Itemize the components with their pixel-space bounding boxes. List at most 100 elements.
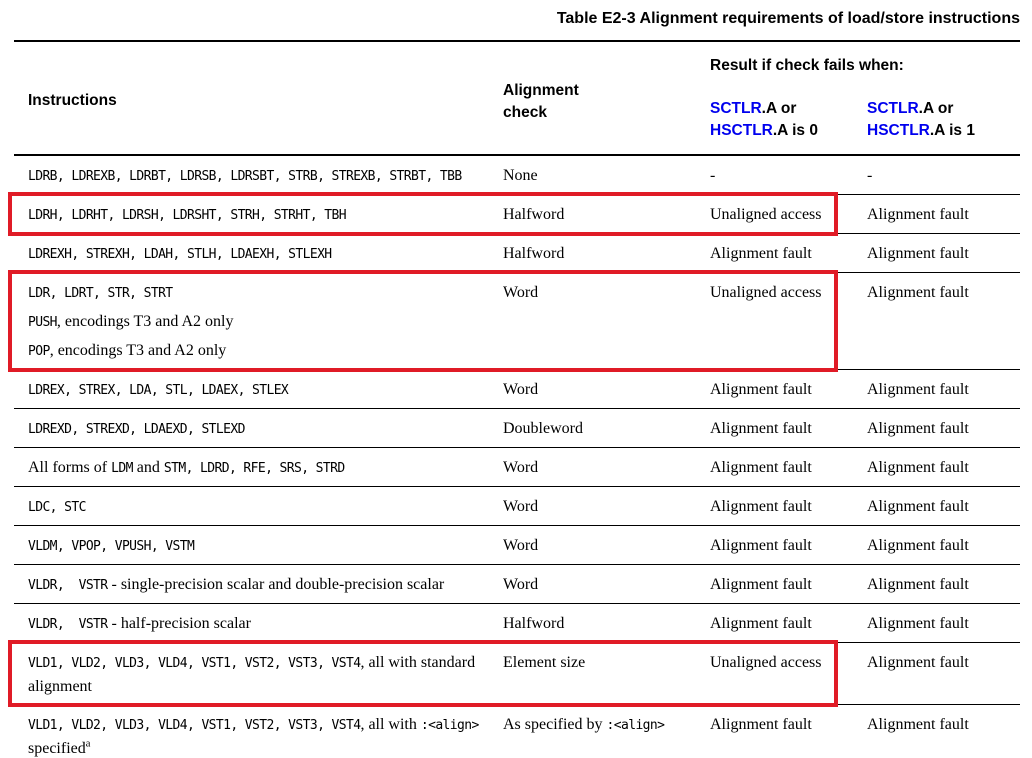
text-line: LDRH, LDRHT, LDRSH, LDRSHT, STRH, STRHT,… [28, 203, 495, 227]
instruction-mnemonic: VLD1, VLD2, VLD3, VLD4, VST1, VST2, VST3… [28, 656, 361, 671]
register-name: SCTLR [710, 100, 762, 117]
register-name: HSCTLR [867, 122, 930, 139]
text-line: VLDR, VSTR - half-precision scalar [28, 612, 495, 636]
result-a1-cell: Alignment fault [867, 459, 969, 476]
result-a1-cell: Alignment fault [867, 576, 969, 593]
text-line: VLDR, VSTR - single-precision scalar and… [28, 573, 495, 597]
table-title: Table E2-3 Alignment requirements of loa… [556, 10, 1020, 27]
text-line: LDREXH, STREXH, LDAH, STLH, LDAEXH, STLE… [28, 242, 495, 266]
result-a0-cell: Alignment fault [710, 537, 812, 554]
instructions-cell: VLDR, VSTR - half-precision scalar [14, 612, 503, 636]
instruction-mnemonic: STM, LDRD, RFE, SRS, STRD [163, 461, 345, 476]
alignment-check-cell: Halfword [503, 242, 710, 266]
column-header-instructions: Instructions [28, 92, 117, 109]
result-a0-cell: Alignment fault [710, 459, 812, 476]
result-a0-cell: Unaligned access [710, 206, 822, 223]
text-line: Element size [503, 651, 702, 674]
text-line: Word [503, 281, 702, 304]
instruction-mnemonic: LDREX, STREX, LDA, STL, LDAEX, STLEX [28, 383, 289, 398]
text-segment: Word [503, 537, 539, 554]
result-a0-cell: Alignment fault [710, 576, 812, 593]
alignment-check-cell: Word [503, 456, 710, 480]
text-line: Word [503, 456, 702, 479]
text-line: LDR, LDRT, STR, STRT [28, 281, 495, 305]
instructions-cell: LDRB, LDREXB, LDRBT, LDRSB, LDRSBT, STRB… [14, 164, 503, 188]
alignment-check-cell: Halfword [503, 203, 710, 227]
text-segment: Doubleword [503, 420, 583, 437]
result-a1-cell: Alignment fault [867, 284, 969, 301]
text-segment: Word [503, 498, 539, 515]
text-line: Word [503, 573, 702, 596]
result-a1-cell: Alignment fault [867, 654, 969, 671]
text-segment: Word [503, 576, 539, 593]
text-line: SCTLR.A or [710, 98, 818, 120]
instructions-cell: VLDR, VSTR - single-precision scalar and… [14, 573, 503, 597]
instruction-mnemonic: LDREXD, STREXD, LDAEXD, STLEXD [28, 422, 245, 437]
alignment-check-cell: Word [503, 281, 710, 363]
text-segment: , encodings T3 and A2 only [49, 342, 227, 359]
table-row: VLD1, VLD2, VLD3, VLD4, VST1, VST2, VST3… [8, 640, 1020, 707]
alignment-check-cell: As specified by :<align> [503, 713, 710, 758]
alignment-check-cell: Doubleword [503, 417, 710, 441]
result-a1-cell: Alignment fault [867, 498, 969, 515]
column-header-alignment-check: Alignment check [503, 82, 579, 121]
text-segment: None [503, 167, 538, 184]
text-line: Halfword [503, 242, 702, 265]
instruction-mnemonic: VLDR, VSTR [28, 617, 108, 632]
text-line: LDREXD, STREXD, LDAEXD, STLEXD [28, 417, 495, 441]
instruction-mnemonic: VLD1, VLD2, VLD3, VLD4, VST1, VST2, VST3… [28, 718, 361, 733]
instructions-cell: VLDM, VPOP, VPUSH, VSTM [14, 534, 503, 558]
table-row: LDC, STC Word Alignment fault Alignment fau… [14, 486, 1020, 525]
result-a0-cell: Alignment fault [710, 498, 812, 515]
instruction-mnemonic: LDM [111, 461, 133, 476]
text-segment: and [132, 459, 164, 476]
text-line: HSCTLR.A is 1 [867, 120, 975, 142]
alignment-check-cell: Word [503, 495, 710, 519]
text-line: VLD1, VLD2, VLD3, VLD4, VST1, VST2, VST3… [28, 713, 495, 758]
text-line: VLD1, VLD2, VLD3, VLD4, VST1, VST2, VST3… [28, 651, 495, 698]
table-row: VLDR, VSTR - half-precision scalar Halfwo… [14, 603, 1020, 642]
text-line: Doubleword [503, 417, 702, 440]
footnote-marker: a [85, 738, 91, 750]
text-line: LDRB, LDREXB, LDRBT, LDRSB, LDRSBT, STRB… [28, 164, 495, 188]
instruction-mnemonic: LDRH, LDRHT, LDRSH, LDRSHT, STRH, STRHT,… [28, 208, 347, 223]
text-segment: , encodings T3 and A2 only [56, 313, 234, 330]
result-a1-cell: Alignment fault [867, 206, 969, 223]
alignment-check-cell: Word [503, 378, 710, 402]
text-segment: Word [503, 284, 539, 301]
text-line: PUSH, encodings T3 and A2 only [28, 310, 495, 334]
result-a1-cell: Alignment fault [867, 381, 969, 398]
text-segment: - half-precision scalar [107, 615, 251, 632]
result-a0-cell: Alignment fault [710, 245, 812, 262]
result-a1-cell: Alignment fault [867, 537, 969, 554]
text-segment: , all with [360, 716, 421, 733]
alignment-check-cell: Word [503, 534, 710, 558]
table-row: LDREXD, STREXD, LDAEXD, STLEXD Doubleword… [14, 408, 1020, 447]
text-line: VLDM, VPOP, VPUSH, VSTM [28, 534, 495, 558]
result-a1-cell: Alignment fault [867, 716, 969, 733]
table-body: LDRB, LDREXB, LDRBT, LDRSB, LDRSBT, STRB… [8, 156, 1020, 758]
text-line: None [503, 164, 702, 187]
instructions-cell: LDRH, LDRHT, LDRSH, LDRSHT, STRH, STRHT,… [14, 203, 503, 227]
instructions-cell: LDR, LDRT, STR, STRT PUSH, encodings T3 a… [14, 281, 503, 363]
table-row: VLDM, VPOP, VPUSH, VSTM Word Alignment fau… [14, 525, 1020, 564]
result-a0-cell: Unaligned access [710, 284, 822, 301]
instruction-mnemonic: LDRB, LDREXB, LDRBT, LDRSB, LDRSBT, STRB… [28, 169, 462, 184]
text-line: LDREX, STREX, LDA, STL, LDAEX, STLEX [28, 378, 495, 402]
column-header-fail-a0: SCTLR.A or HSCTLR.A is 0 [710, 98, 818, 142]
result-a0-cell: Alignment fault [710, 381, 812, 398]
table-row: LDRH, LDRHT, LDRSH, LDRSHT, STRH, STRHT,… [8, 192, 1020, 236]
text-segment: .A is 1 [929, 122, 975, 139]
instructions-cell: VLD1, VLD2, VLD3, VLD4, VST1, VST2, VST3… [14, 713, 503, 758]
table-row: VLDR, VSTR - single-precision scalar and… [14, 564, 1020, 603]
register-name: HSCTLR [710, 122, 773, 139]
table-row: All forms of LDM and STM, LDRD, RFE, SRS… [14, 447, 1020, 486]
text-segment: Halfword [503, 206, 565, 223]
instruction-mnemonic: LDC, STC [28, 500, 86, 515]
text-segment: Word [503, 381, 539, 398]
result-a0-cell: Unaligned access [710, 654, 822, 671]
result-a0-cell: Alignment fault [710, 420, 812, 437]
instructions-cell: LDREX, STREX, LDA, STL, LDAEX, STLEX [14, 378, 503, 402]
result-a0-cell: Alignment fault [710, 615, 812, 632]
text-segment: .A is 0 [772, 122, 818, 139]
